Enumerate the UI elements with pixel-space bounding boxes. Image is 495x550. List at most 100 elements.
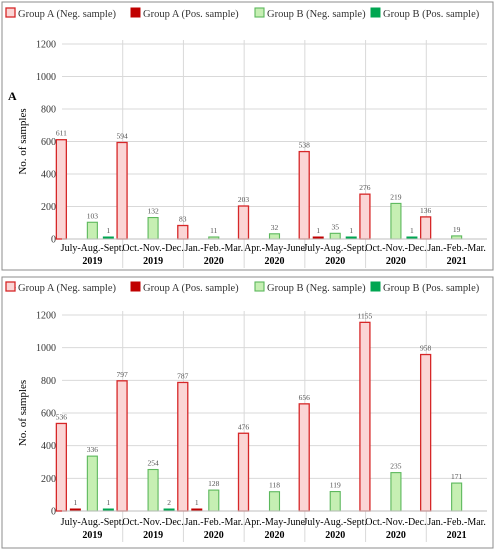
bar-b-neg: [86, 455, 98, 512]
x-tick-label: Jan.-Feb.-Mar.: [184, 243, 243, 254]
x-tick-year-label: 2019: [143, 256, 163, 267]
y-tick-label: 1000: [36, 343, 56, 354]
y-tick-label: 800: [41, 376, 56, 387]
data-label: 1: [410, 226, 414, 235]
legend-label: Group A (Neg. sample): [18, 283, 116, 294]
data-label: 276: [359, 183, 371, 192]
data-label: 1155: [358, 311, 373, 320]
x-tick-year-label: 2020: [265, 530, 285, 541]
data-label: 235: [390, 462, 402, 471]
bar-b-neg: [390, 202, 402, 240]
data-label: 1: [349, 226, 353, 235]
bar-a-neg: [237, 205, 250, 240]
bar-a-neg: [359, 193, 371, 240]
bar-b-neg: [147, 217, 159, 240]
data-label: 118: [269, 481, 280, 490]
x-tick-label: July-Aug.-Sept.: [304, 517, 367, 528]
legend-label: Group A (Neg. sample): [18, 9, 116, 20]
bar-a-neg: [237, 432, 250, 512]
y-tick-label: 1000: [36, 72, 56, 83]
data-label: 103: [87, 211, 99, 220]
y-tick-label: 200: [41, 202, 56, 213]
data-label: 19: [453, 225, 461, 234]
data-label: 119: [330, 481, 341, 490]
data-label: 32: [271, 223, 279, 232]
data-label: 171: [451, 472, 463, 481]
bar-a-neg: [55, 139, 68, 240]
data-label: 128: [208, 479, 220, 488]
x-tick-year-label: 2019: [82, 530, 102, 541]
x-tick-label: Oct.-Nov.-Dec.: [122, 517, 183, 528]
bar-b-neg: [208, 489, 220, 512]
data-label: 35: [331, 222, 339, 231]
bar-a-neg: [177, 224, 189, 240]
panel-label: A: [8, 89, 17, 103]
legend-swatch: [370, 281, 381, 292]
x-tick-year-label: 2021: [447, 256, 467, 267]
x-tick-label: Oct.-Nov.-Dec.: [365, 517, 426, 528]
y-axis-label: No. of samples: [17, 380, 29, 446]
x-tick-label: Jan.-Feb.-Mar.: [184, 517, 243, 528]
bar-a-neg: [359, 321, 371, 512]
bar-b-neg: [147, 468, 159, 512]
data-label: 254: [147, 459, 159, 468]
legend-label: Group B (Neg. sample): [267, 283, 366, 294]
data-label: 1: [106, 226, 110, 235]
data-label: 1: [106, 498, 110, 507]
data-label: 787: [177, 371, 189, 380]
x-tick-year-label: 2019: [143, 530, 163, 541]
bar-b-neg: [390, 472, 402, 512]
legend-swatch: [254, 281, 265, 292]
data-label: 1: [73, 498, 77, 507]
x-tick-label: July-Aug.-Sept.: [61, 243, 124, 254]
x-tick-label: Apr.-May-June: [244, 517, 305, 528]
x-tick-year-label: 2020: [204, 256, 224, 267]
legend-swatch: [370, 7, 381, 18]
legend-swatch: [130, 281, 141, 292]
x-tick-year-label: 2020: [386, 256, 406, 267]
y-tick-label: 0: [51, 235, 56, 246]
x-tick-year-label: 2019: [82, 256, 102, 267]
x-tick-label: Jan.-Feb.-Mar.: [427, 243, 486, 254]
bar-b-neg: [268, 491, 281, 512]
bar-a-neg: [419, 216, 432, 240]
bar-b-neg: [451, 482, 463, 512]
x-tick-year-label: 2020: [325, 256, 345, 267]
y-tick-label: 600: [41, 137, 56, 148]
x-tick-year-label: 2021: [447, 530, 467, 541]
x-tick-year-label: 2020: [325, 530, 345, 541]
data-label: 2: [167, 498, 171, 507]
data-label: 83: [179, 215, 187, 224]
x-tick-year-label: 2020: [204, 530, 224, 541]
y-tick-label: 400: [41, 170, 56, 181]
data-label: 958: [420, 344, 432, 353]
bar-b-neg: [329, 491, 341, 512]
y-tick-label: 0: [51, 507, 56, 518]
data-label: 136: [420, 206, 432, 215]
y-axis-label: No. of samples: [17, 108, 29, 174]
data-label: 336: [87, 445, 99, 454]
data-label: 594: [116, 131, 128, 140]
data-label: 656: [299, 393, 311, 402]
data-label: 203: [238, 195, 250, 204]
bar-a-neg: [177, 381, 189, 512]
y-tick-label: 1200: [36, 40, 56, 51]
data-label: 538: [299, 141, 311, 150]
legend-label: Group B (Pos. sample): [383, 9, 480, 20]
bar-a-neg: [116, 380, 128, 512]
x-tick-label: Jan.-Feb.-Mar.: [427, 517, 486, 528]
legend-label: Group A (Pos. sample): [143, 283, 239, 294]
y-tick-label: 200: [41, 474, 56, 485]
legend-swatch: [5, 281, 16, 292]
bar-b-neg: [86, 221, 98, 240]
x-tick-year-label: 2020: [265, 256, 285, 267]
bar-a-neg: [116, 141, 128, 240]
x-tick-year-label: 2020: [386, 530, 406, 541]
data-label: 1: [195, 498, 199, 507]
legend-swatch: [130, 7, 141, 18]
bar-b-neg: [268, 233, 281, 240]
legend-label: Group B (Neg. sample): [267, 9, 366, 20]
data-label: 536: [56, 412, 68, 421]
legend-label: Group B (Pos. sample): [383, 283, 480, 294]
